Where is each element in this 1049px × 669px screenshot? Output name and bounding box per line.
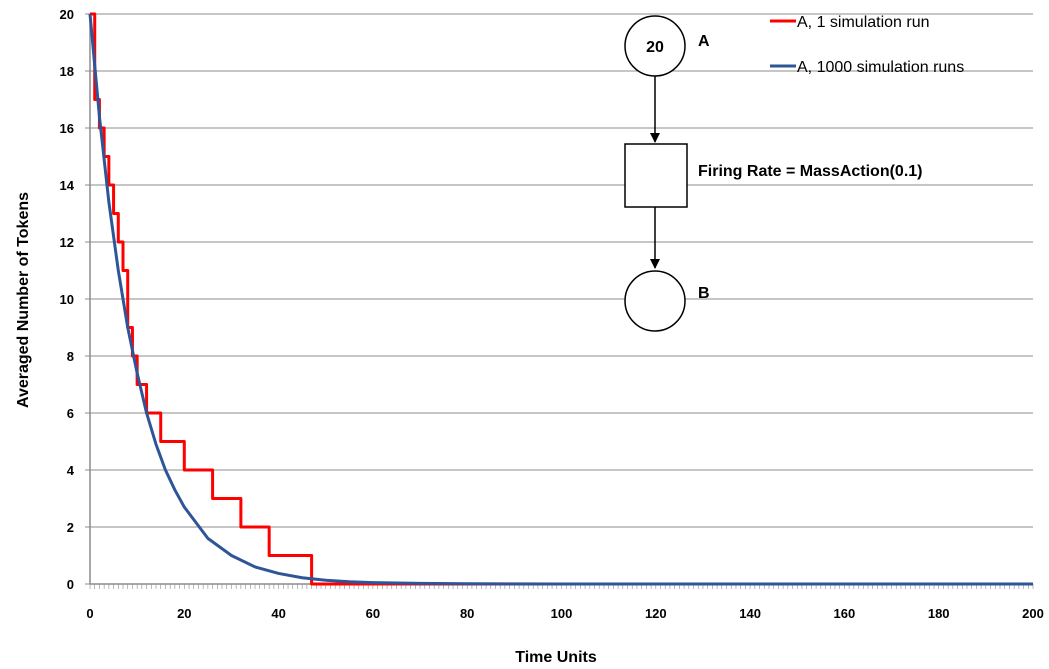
petri-net-diagram: 20 A Firing Rate = MassAction(0.1) B — [624, 15, 923, 332]
y-tick-label: 8 — [67, 349, 74, 364]
legend-label-series-2: A, 1000 simulation runs — [797, 59, 964, 76]
x-tick-label: 180 — [928, 606, 950, 621]
series-line-2 — [88, 13, 1033, 586]
place-b-label: B — [698, 285, 710, 302]
y-tick-label: 20 — [60, 7, 74, 22]
x-tick-label: 0 — [86, 606, 93, 621]
place-a-tokens: 20 — [646, 39, 664, 56]
y-tick-label: 0 — [67, 577, 74, 592]
x-tick-label: 100 — [551, 606, 573, 621]
x-axis-title: Time Units — [515, 649, 597, 666]
x-tick-label: 120 — [645, 606, 667, 621]
series-lines — [88, 12, 1033, 586]
legend-label-series-1: A, 1 simulation run — [797, 14, 930, 31]
y-tick-label: 4 — [67, 463, 75, 478]
place-a-label: A — [698, 33, 710, 50]
transition-rate-label: Firing Rate = MassAction(0.1) — [698, 163, 923, 180]
y-tick-label: 16 — [60, 121, 74, 136]
place-b-circle — [624, 270, 686, 332]
y-tick-label: 18 — [60, 64, 74, 79]
gridlines — [90, 13, 1033, 528]
y-tick-labels: 0 2 4 6 8 10 12 14 16 18 20 — [60, 7, 90, 592]
legend: A, 1 simulation run A, 1000 simulation r… — [770, 14, 964, 76]
y-tick-label: 2 — [67, 520, 74, 535]
x-tick-label: 160 — [834, 606, 856, 621]
x-tick-label: 20 — [177, 606, 191, 621]
transition-box — [624, 143, 688, 208]
x-tick-label: 60 — [366, 606, 380, 621]
x-tick-label: 200 — [1022, 606, 1044, 621]
x-tick-label: 80 — [460, 606, 474, 621]
y-tick-label: 14 — [60, 178, 75, 193]
y-axis-title: Averaged Number of Tokens — [15, 192, 32, 408]
x-tick-labels: 0 20 40 60 80 100 120 140 160 180 200 — [86, 606, 1043, 621]
x-tick-label: 40 — [271, 606, 285, 621]
y-tick-label: 10 — [60, 292, 74, 307]
x-tick-label: 140 — [739, 606, 761, 621]
y-tick-label: 12 — [60, 235, 74, 250]
y-tick-label: 6 — [67, 406, 74, 421]
